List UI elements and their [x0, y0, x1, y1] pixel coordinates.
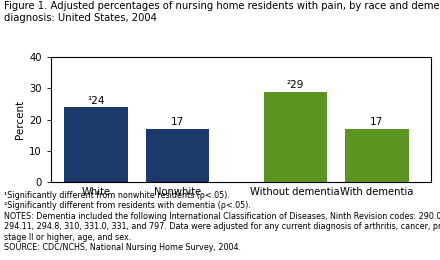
Text: ²29: ²29 [286, 80, 304, 90]
Text: SOURCE: CDC/NCHS, National Nursing Home Survey, 2004.: SOURCE: CDC/NCHS, National Nursing Home … [4, 243, 242, 252]
Bar [146, 129, 209, 182]
Text: stage II or higher, age, and sex.: stage II or higher, age, and sex. [4, 233, 132, 242]
Text: 17: 17 [370, 118, 383, 127]
Y-axis label: Percent: Percent [15, 100, 25, 139]
Bar [264, 92, 327, 182]
Bar [345, 129, 409, 182]
Bar [64, 107, 128, 182]
Text: ¹Significantly different from nonwhite residents (ρ<.05).: ¹Significantly different from nonwhite r… [4, 191, 230, 200]
Text: ¹24: ¹24 [87, 96, 105, 106]
Text: 17: 17 [171, 118, 184, 127]
Text: Figure 1. Adjusted percentages of nursing home residents with pain, by race and : Figure 1. Adjusted percentages of nursin… [4, 1, 440, 23]
Text: NOTES: Dementia included the following International Classification of Diseases,: NOTES: Dementia included the following I… [4, 212, 440, 221]
Text: 294.11, 294.8, 310, 331.0, 331, and 797. Data were adjusted for any current diag: 294.11, 294.8, 310, 331.0, 331, and 797.… [4, 222, 440, 231]
Text: ²Significantly different from residents with dementia (ρ<.05).: ²Significantly different from residents … [4, 202, 251, 211]
